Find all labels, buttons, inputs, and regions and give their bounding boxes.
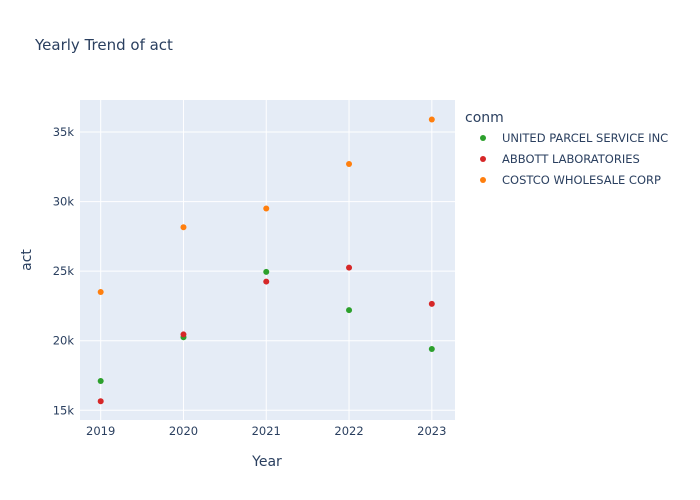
legend-marker — [480, 177, 486, 183]
data-point[interactable] — [180, 224, 187, 231]
data-point[interactable] — [97, 398, 104, 405]
data-point[interactable] — [428, 116, 435, 123]
data-point[interactable] — [97, 289, 104, 295]
legend-entry-label[interactable]: UNITED PARCEL SERVICE INC — [502, 131, 668, 145]
y-tick-label: 25k — [53, 264, 75, 278]
y-tick-label: 35k — [53, 125, 75, 139]
x-tick-label: 2023 — [417, 424, 446, 438]
x-tick-label: 2020 — [169, 424, 198, 438]
legend-entry-label[interactable]: ABBOTT LABORATORIES — [502, 152, 640, 166]
data-points — [97, 116, 435, 405]
grid-lines — [80, 100, 455, 420]
data-point[interactable] — [263, 205, 270, 212]
data-point[interactable] — [428, 300, 435, 307]
legend-title: conm — [465, 110, 504, 126]
y-tick-label: 15k — [53, 403, 75, 417]
data-point[interactable] — [97, 378, 104, 385]
y-axis-title: act — [19, 249, 35, 271]
legend: conm UNITED PARCEL SERVICE INC ABBOTT LAB… — [465, 110, 668, 187]
legend-marker — [480, 135, 486, 141]
x-tick-label: 2021 — [252, 424, 281, 438]
data-point[interactable] — [263, 268, 270, 275]
legend-entry-label[interactable]: COSTCO WHOLESALE CORP — [502, 173, 661, 187]
y-tick-label: 20k — [53, 334, 75, 348]
chart-title: Yearly Trend of act — [34, 36, 173, 54]
data-point[interactable] — [346, 307, 353, 314]
data-point[interactable] — [346, 264, 353, 271]
data-point[interactable] — [346, 161, 353, 167]
data-point[interactable] — [263, 278, 270, 285]
x-tick-label: 2022 — [334, 424, 363, 438]
legend-marker — [480, 156, 486, 162]
y-tick-labels: 15k 20k 25k 30k 35k — [53, 125, 75, 417]
data-point[interactable] — [428, 346, 435, 353]
plot-area — [80, 100, 455, 420]
x-tick-label: 2019 — [86, 424, 115, 438]
x-tick-labels: 2019 2020 2021 2022 2023 — [86, 424, 446, 438]
data-point[interactable] — [180, 331, 187, 338]
y-tick-label: 30k — [53, 195, 75, 209]
x-axis-title: Year — [251, 454, 282, 470]
